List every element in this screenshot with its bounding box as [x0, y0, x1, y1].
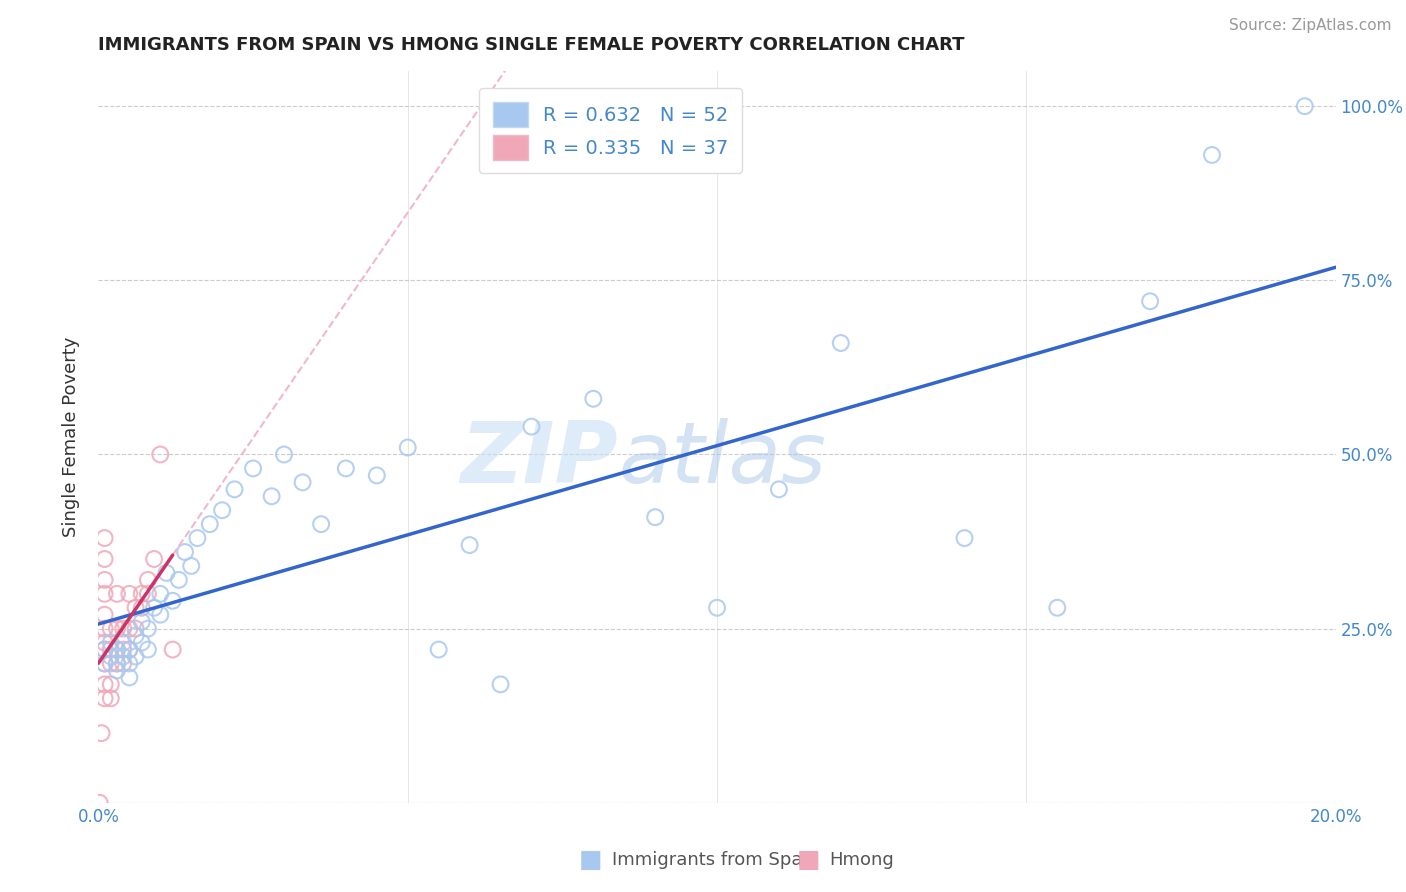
Point [118, 587, 141, 601]
Point [100, 649, 122, 664]
Point [93, 642, 115, 657]
Text: Source: ZipAtlas.com: Source: ZipAtlas.com [1229, 18, 1392, 33]
Point [118, 622, 141, 636]
Point [131, 600, 153, 615]
Legend: R = 0.632   N = 52, R = 0.335   N = 37: R = 0.632 N = 52, R = 0.335 N = 37 [479, 88, 742, 173]
Point [93, 622, 115, 636]
Point [149, 587, 172, 601]
Point [706, 600, 728, 615]
Point [136, 622, 159, 636]
Point [131, 635, 153, 649]
Point [155, 566, 177, 580]
Text: IMMIGRANTS FROM SPAIN VS HMONG SINGLE FEMALE POVERTY CORRELATION CHART: IMMIGRANTS FROM SPAIN VS HMONG SINGLE FE… [98, 36, 965, 54]
Point [830, 336, 852, 351]
Point [118, 642, 141, 657]
Point [186, 531, 208, 545]
Point [143, 552, 166, 566]
Point [124, 600, 146, 615]
Point [93, 642, 115, 657]
Point [93, 635, 115, 649]
Point [335, 461, 357, 475]
Text: Immigrants from Spain: Immigrants from Spain [612, 851, 818, 869]
Point [180, 558, 202, 573]
Point [242, 461, 264, 475]
Point [105, 642, 128, 657]
Point [953, 531, 976, 545]
Point [768, 483, 790, 497]
Point [427, 642, 450, 657]
Point [198, 517, 221, 532]
Point [1139, 294, 1161, 309]
Point [100, 691, 122, 706]
Point [105, 622, 128, 636]
Y-axis label: Single Female Poverty: Single Female Poverty [62, 337, 80, 537]
Point [520, 419, 543, 434]
Point [211, 503, 233, 517]
Point [124, 649, 146, 664]
Point [105, 664, 128, 678]
Point [105, 657, 128, 671]
Point [174, 545, 197, 559]
Point [136, 573, 159, 587]
Point [93, 587, 115, 601]
Point [105, 657, 128, 671]
Point [309, 517, 332, 532]
Point [273, 448, 295, 462]
Point [100, 642, 122, 657]
Point [582, 392, 605, 406]
Text: ■: ■ [579, 848, 602, 871]
Point [90, 726, 112, 740]
Point [112, 635, 135, 649]
Point [458, 538, 481, 552]
Point [260, 489, 283, 503]
Point [93, 657, 115, 671]
Point [93, 607, 115, 622]
Point [291, 475, 314, 490]
Point [93, 531, 115, 545]
Text: Hmong: Hmong [830, 851, 894, 869]
Point [112, 649, 135, 664]
Point [93, 552, 115, 566]
Point [149, 448, 172, 462]
Point [112, 657, 135, 671]
Text: ZIP: ZIP [460, 417, 619, 500]
Point [124, 629, 146, 643]
Point [1046, 600, 1069, 615]
Point [489, 677, 512, 691]
Point [644, 510, 666, 524]
Point [89, 796, 111, 810]
Point [1294, 99, 1316, 113]
Point [118, 657, 141, 671]
Point [112, 622, 135, 636]
Point [100, 635, 122, 649]
Point [131, 615, 153, 629]
Point [93, 691, 115, 706]
Point [93, 677, 115, 691]
Point [100, 657, 122, 671]
Point [100, 622, 122, 636]
Point [105, 642, 128, 657]
Point [149, 607, 172, 622]
Point [100, 677, 122, 691]
Point [118, 642, 141, 657]
Point [162, 642, 184, 657]
Point [93, 573, 115, 587]
Point [93, 657, 115, 671]
Point [1201, 148, 1223, 162]
Point [124, 622, 146, 636]
Text: ■: ■ [797, 848, 820, 871]
Point [167, 573, 190, 587]
Point [143, 600, 166, 615]
Point [224, 483, 246, 497]
Point [366, 468, 388, 483]
Text: atlas: atlas [619, 417, 827, 500]
Point [131, 587, 153, 601]
Point [112, 642, 135, 657]
Point [136, 642, 159, 657]
Point [162, 594, 184, 608]
Point [136, 587, 159, 601]
Point [396, 441, 419, 455]
Point [105, 587, 128, 601]
Point [118, 670, 141, 684]
